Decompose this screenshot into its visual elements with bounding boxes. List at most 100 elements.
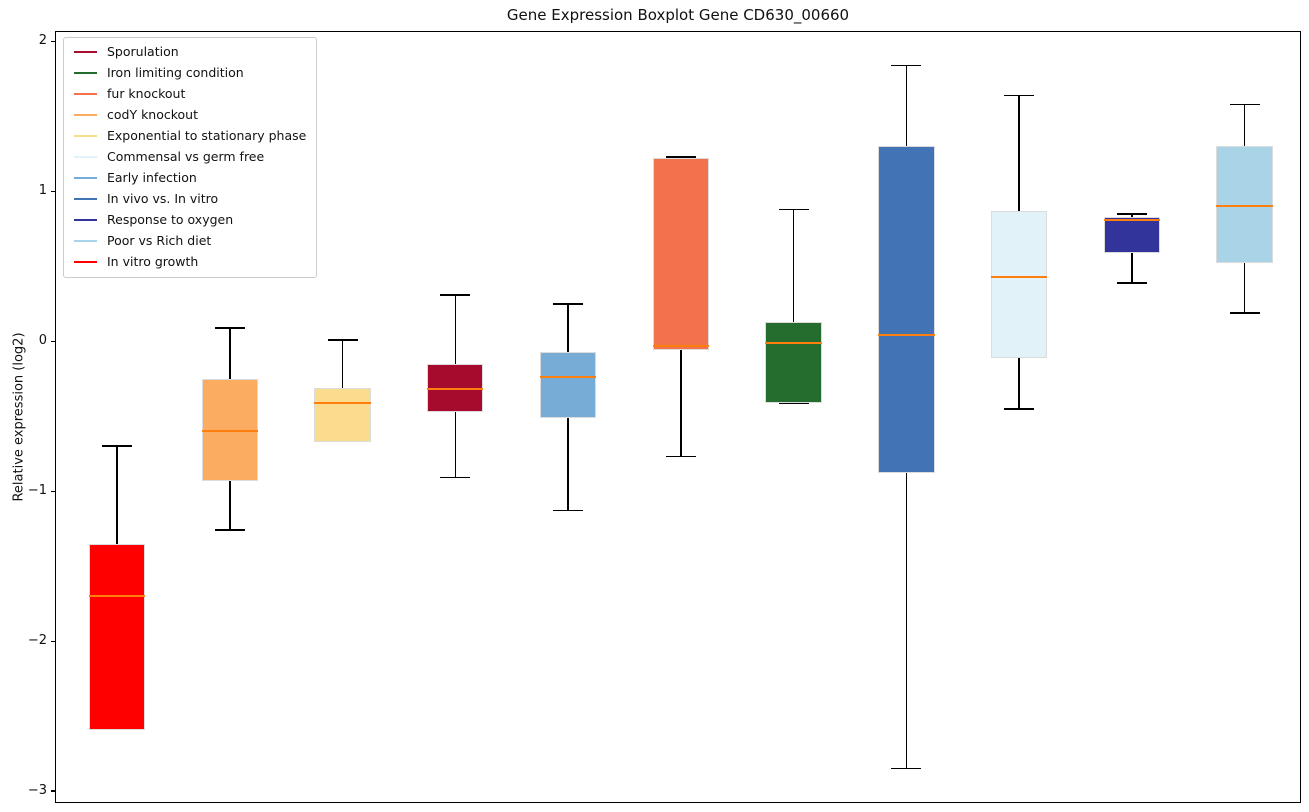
boxplot-median bbox=[878, 334, 935, 337]
boxplot-median bbox=[427, 388, 484, 391]
legend-item-label: fur knockout bbox=[107, 86, 186, 102]
legend-item: Exponential to stationary phase bbox=[74, 129, 306, 144]
boxplot-cap-lower bbox=[778, 402, 809, 404]
legend-swatch-icon bbox=[74, 51, 97, 54]
boxplot-box bbox=[201, 378, 258, 481]
y-tick-label: −2 bbox=[27, 633, 47, 649]
legend-item-label: Exponential to stationary phase bbox=[107, 128, 307, 144]
legend-swatch-icon bbox=[74, 198, 97, 201]
boxplot-whisker-upper bbox=[905, 65, 908, 147]
legend-item-label: Early infection bbox=[107, 170, 197, 186]
boxplot-whisker-lower bbox=[1243, 263, 1246, 313]
boxplot-cap-upper bbox=[327, 339, 358, 341]
boxplot-cap-lower bbox=[214, 529, 245, 531]
boxplot-box bbox=[1103, 216, 1161, 253]
boxplot-median bbox=[88, 595, 146, 598]
legend-item: codY knockout bbox=[74, 108, 306, 123]
boxplot-cap-upper bbox=[440, 294, 471, 296]
boxplot-cap-lower bbox=[440, 476, 471, 479]
legend-swatch-icon bbox=[74, 261, 97, 264]
boxplot-box bbox=[652, 158, 709, 351]
boxplot-cap-lower bbox=[553, 509, 584, 512]
boxplot-median bbox=[1103, 218, 1161, 221]
boxplot-whisker-upper bbox=[229, 327, 231, 379]
legend-swatch-icon bbox=[74, 93, 97, 96]
boxplot-whisker-lower bbox=[454, 411, 457, 478]
boxplot-median bbox=[990, 275, 1048, 278]
legend-swatch-icon bbox=[74, 135, 97, 138]
boxplot-cap-lower bbox=[1229, 312, 1260, 314]
y-axis-label: Relative expression (log2) bbox=[11, 332, 27, 502]
legend-item: In vitro growth bbox=[74, 255, 306, 270]
y-tick-label: 0 bbox=[38, 333, 47, 349]
boxplot-cap-lower bbox=[1004, 408, 1035, 410]
boxplot-median bbox=[765, 341, 822, 344]
legend-swatch-icon bbox=[74, 219, 97, 222]
y-tick-mark bbox=[51, 40, 55, 43]
boxplot-box bbox=[314, 387, 371, 442]
chart-title: Gene Expression Boxplot Gene CD630_00660 bbox=[506, 6, 850, 24]
y-tick-label: −1 bbox=[27, 483, 47, 499]
legend-item-label: Commensal vs germ free bbox=[107, 149, 265, 165]
boxplot-whisker-lower bbox=[1018, 357, 1020, 409]
boxplot-whisker-lower bbox=[567, 417, 569, 511]
legend-swatch-icon bbox=[74, 156, 97, 159]
boxplot-median bbox=[1216, 205, 1273, 208]
y-tick-label: −3 bbox=[27, 783, 47, 798]
boxplot-cap-upper bbox=[1004, 94, 1035, 97]
legend-swatch-icon bbox=[74, 177, 97, 180]
legend-item-label: Iron limiting condition bbox=[107, 65, 244, 81]
legend-item-label: Sporulation bbox=[107, 44, 179, 60]
boxplot-cap-lower bbox=[665, 455, 696, 458]
boxplot-cap-lower bbox=[102, 728, 133, 731]
boxplot-median bbox=[314, 401, 371, 404]
boxplot-cap-upper bbox=[891, 64, 922, 67]
legend-item-label: In vivo vs. In vitro bbox=[107, 191, 219, 207]
legend-swatch-icon bbox=[74, 240, 97, 243]
legend-item: Commensal vs germ free bbox=[74, 150, 306, 165]
legend-item: Response to oxygen bbox=[74, 213, 306, 228]
legend-swatch-icon bbox=[74, 114, 97, 117]
boxplot-box bbox=[427, 363, 484, 412]
boxplot-box bbox=[539, 351, 597, 418]
boxplot-cap-upper bbox=[778, 208, 809, 211]
boxplot-cap-upper bbox=[1229, 103, 1260, 106]
boxplot-median bbox=[539, 376, 597, 379]
legend-item: fur knockout bbox=[74, 87, 306, 102]
boxplot-whisker-lower bbox=[680, 350, 682, 457]
y-tick-label: 1 bbox=[38, 183, 47, 199]
boxplot-cap-upper bbox=[1116, 213, 1147, 215]
boxplot-box bbox=[765, 321, 822, 403]
legend-item: Poor vs Rich diet bbox=[74, 234, 306, 249]
boxplot-cap-upper bbox=[665, 156, 696, 158]
boxplot-box bbox=[878, 146, 935, 474]
boxplot-whisker-lower bbox=[1131, 252, 1133, 283]
legend-item: Iron limiting condition bbox=[74, 66, 306, 81]
boxplot-whisker-upper bbox=[792, 209, 795, 322]
legend-item-label: codY knockout bbox=[107, 107, 199, 123]
boxplot-box bbox=[1216, 146, 1273, 264]
y-tick-mark bbox=[51, 790, 55, 792]
legend-item-label: Poor vs Rich diet bbox=[107, 233, 212, 249]
legend-item: Sporulation bbox=[74, 45, 306, 60]
y-tick-mark bbox=[51, 490, 55, 492]
y-tick-mark bbox=[51, 640, 55, 642]
boxplot-cap-upper bbox=[214, 327, 245, 329]
boxplot-cap-upper bbox=[102, 445, 133, 447]
legend-item-label: Response to oxygen bbox=[107, 212, 234, 228]
boxplot-box bbox=[88, 543, 146, 730]
legend: Sporulation Iron limiting condition fur kn… bbox=[63, 37, 318, 278]
boxplot-cap-lower bbox=[1116, 282, 1147, 284]
plot-area bbox=[55, 31, 1301, 803]
legend-item: In vivo vs. In vitro bbox=[74, 192, 306, 207]
boxplot-whisker-upper bbox=[341, 339, 344, 388]
boxplot-whisker-upper bbox=[1131, 213, 1133, 217]
boxplot-whisker-upper bbox=[1243, 104, 1246, 147]
boxplot-whisker-upper bbox=[567, 303, 569, 352]
boxplot-whisker-lower bbox=[905, 473, 908, 769]
boxplot-whisker-upper bbox=[1018, 95, 1020, 211]
boxplot-median bbox=[201, 430, 258, 433]
boxplot-median bbox=[652, 344, 709, 347]
boxplot-cap-lower bbox=[891, 767, 922, 770]
